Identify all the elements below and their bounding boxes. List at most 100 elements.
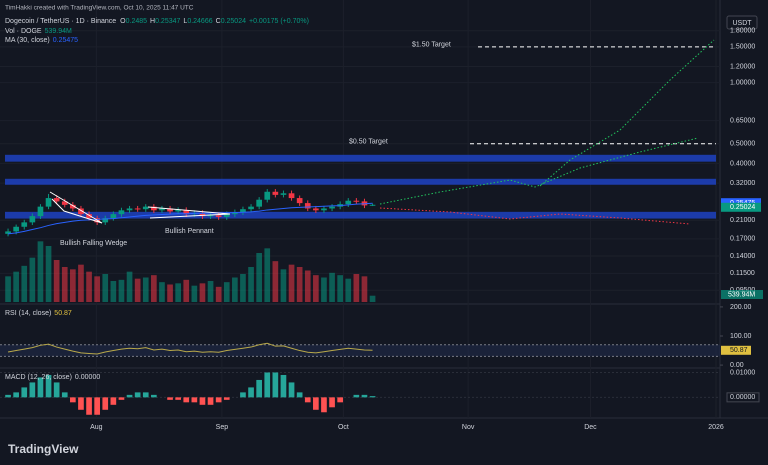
volume-bar	[240, 274, 246, 302]
volume-bar	[369, 295, 376, 302]
volume-bar	[53, 260, 60, 302]
rsi-line: RSI (14, close) 50.87	[5, 310, 72, 317]
y-tick-label: 1.00000	[730, 79, 755, 86]
volume-bar	[361, 276, 368, 302]
candle-body	[280, 193, 287, 195]
volume-bar	[199, 283, 206, 302]
high-value: 0.25347	[155, 18, 180, 25]
ma-tag	[721, 198, 761, 208]
credit: TimHakki created with TradingView.com, O…	[5, 5, 194, 12]
price-tag-label: 0.25024	[730, 204, 755, 211]
macd-bar	[248, 387, 254, 398]
macd-title: MACD (12, 26, close)	[5, 374, 72, 381]
candle-body	[256, 199, 262, 207]
x-tick-label: Dec	[584, 424, 597, 431]
candle-body	[369, 204, 376, 206]
macd-value: 0.00000	[75, 374, 100, 381]
macd-bar	[5, 394, 11, 398]
candle-body	[215, 215, 222, 217]
projection-line	[539, 39, 715, 187]
volume-bar	[256, 253, 262, 302]
brand: TradingView	[8, 442, 79, 456]
candle-body	[61, 201, 68, 205]
volume-bar	[118, 279, 125, 302]
candle-body	[345, 200, 352, 205]
rsi-tick-label: 100.00	[730, 333, 752, 340]
price-tag	[721, 202, 761, 212]
rsi-line	[7, 342, 373, 355]
volume-bar	[167, 284, 173, 302]
symbol: Dogecoin / TetherUS · 1D · Binance	[5, 18, 116, 25]
currency[interactable]: USDT	[732, 20, 752, 27]
volume-bar	[5, 276, 11, 302]
x-tick-label: Oct	[338, 424, 349, 431]
volume-bar	[13, 271, 19, 302]
volume-bar	[329, 272, 335, 302]
candle-body	[5, 231, 11, 234]
volume-bar	[94, 276, 100, 302]
macd-line: MACD (12, 26, close) 0.00000	[5, 374, 100, 381]
macd-bar	[175, 397, 181, 400]
currency-button[interactable]	[726, 15, 758, 30]
volume-bar	[191, 285, 198, 302]
volume-bar	[37, 241, 44, 302]
macd-bar	[329, 397, 335, 408]
macd-bar	[37, 377, 44, 398]
annotation: Bullish Falling Wedge	[60, 240, 127, 247]
candle-body	[329, 206, 335, 209]
c-label: C	[216, 18, 221, 25]
rsi-tag-label: 50.87	[730, 347, 748, 354]
volume-bar	[183, 279, 190, 302]
macd-bar	[29, 382, 36, 398]
brand-text: TradingView	[8, 442, 79, 456]
macd-tick-label: 0.01000	[730, 369, 755, 376]
plot: $1.50 Target $0.50 Target Bullish Falling …	[0, 41, 720, 415]
macd-bar	[94, 397, 100, 415]
volume-bar	[321, 277, 327, 302]
candle-body	[159, 208, 165, 211]
target-label: $1.50 Target	[412, 42, 451, 49]
candle-body	[102, 218, 109, 223]
y-tick-label: 0.11500	[730, 270, 755, 277]
candle-body	[110, 214, 117, 219]
x-tick-label: Nov	[462, 424, 475, 431]
rsi-title: RSI (14, close)	[5, 310, 51, 317]
zone	[5, 178, 716, 185]
volume-bar	[151, 275, 157, 302]
candle-body	[353, 200, 360, 202]
volume-bar	[86, 271, 92, 302]
close-value: 0.25024	[221, 18, 246, 25]
candle-body	[167, 208, 173, 212]
h-label: H	[150, 18, 155, 25]
volume-tag-label: 539.94M	[728, 291, 755, 298]
y-tick-label: 1.20000	[730, 63, 755, 70]
macd-bar	[134, 392, 141, 398]
pattern-line	[147, 206, 231, 219]
zone	[5, 211, 716, 219]
projection-line	[379, 137, 699, 205]
volume-bar	[207, 281, 214, 302]
symbol-line: Dogecoin / TetherUS · 1D · Binance O0.248…	[5, 18, 309, 25]
macd-bar	[264, 372, 271, 398]
vol-line: Vol · DOGE 539.94M	[5, 28, 72, 35]
volume-bar	[296, 267, 303, 302]
zone	[5, 154, 716, 162]
macd-bar	[240, 392, 246, 398]
ma-value: 0.25475	[53, 37, 78, 44]
volume-bar	[142, 277, 149, 302]
macd-bar	[272, 372, 279, 398]
candle-body	[134, 208, 141, 210]
macd-bar	[215, 397, 222, 403]
vol-label: Vol · DOGE	[5, 28, 42, 35]
volume-bar	[215, 286, 222, 302]
candle-body	[37, 206, 44, 217]
x-tick-label: Aug	[90, 424, 103, 431]
volume-bar	[45, 246, 52, 302]
candle-body	[248, 206, 254, 210]
volume-bar	[175, 283, 181, 302]
macd-bar	[167, 397, 173, 400]
macd-bar	[337, 397, 343, 403]
change: +0.00175 (+0.70%)	[249, 18, 309, 25]
y-tick-label: 0.65000	[730, 117, 755, 124]
